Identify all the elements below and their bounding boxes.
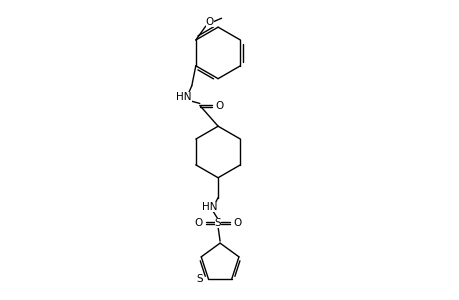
Text: O: O — [194, 218, 202, 228]
Text: HN: HN — [176, 92, 191, 103]
Text: O: O — [215, 101, 223, 111]
Text: S: S — [214, 218, 221, 228]
Text: O: O — [233, 218, 241, 228]
Text: HN: HN — [202, 202, 218, 212]
Text: S: S — [196, 274, 203, 284]
Text: O: O — [205, 17, 213, 27]
